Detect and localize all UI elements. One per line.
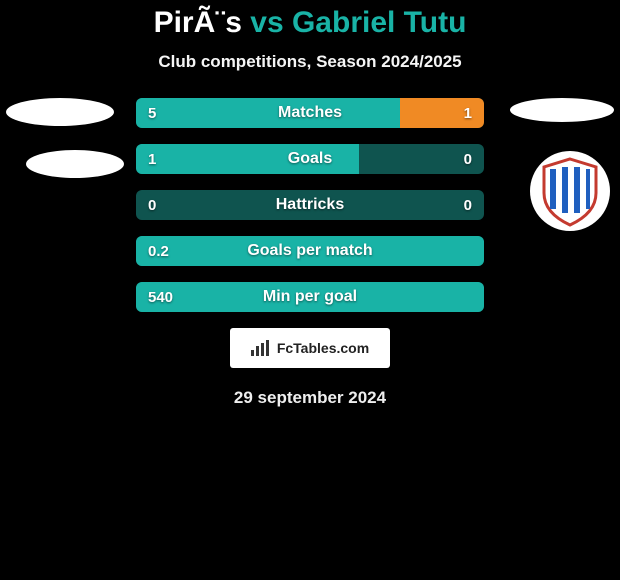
bar-chart-icon [251, 340, 271, 356]
left-club-badge-2 [26, 150, 124, 178]
right-club-badges [510, 98, 614, 231]
stat-row: 51Matches [136, 98, 484, 128]
shield-icon [530, 151, 610, 231]
vs-label: vs [242, 6, 292, 39]
right-club-crest [530, 151, 610, 231]
stat-row: 540Min per goal [136, 282, 484, 312]
left-club-badges [6, 98, 124, 178]
stat-label: Goals [136, 144, 484, 174]
subtitle: Club competitions, Season 2024/2025 [0, 52, 620, 72]
left-club-badge-1 [6, 98, 114, 126]
player1-name: PirÃ¨s [154, 6, 242, 39]
stat-label: Min per goal [136, 282, 484, 312]
right-club-badge-1 [510, 98, 614, 122]
stat-row: 0.2Goals per match [136, 236, 484, 266]
stat-label: Hattricks [136, 190, 484, 220]
player2-name: Gabriel Tutu [292, 6, 466, 39]
date: 29 september 2024 [0, 388, 620, 408]
stat-label: Goals per match [136, 236, 484, 266]
comparison-panel: 51Matches 10Goals 00Hattricks 0.2Goals per … [0, 98, 620, 408]
stat-row: 00Hattricks [136, 190, 484, 220]
stat-label: Matches [136, 98, 484, 128]
stat-row: 10Goals [136, 144, 484, 174]
brand-badge: FcTables.com [230, 328, 390, 368]
brand-text: FcTables.com [277, 340, 369, 356]
page-title: PirÃ¨s vs Gabriel Tutu [0, 0, 620, 40]
comparison-rows: 51Matches 10Goals 00Hattricks 0.2Goals per … [136, 98, 484, 312]
